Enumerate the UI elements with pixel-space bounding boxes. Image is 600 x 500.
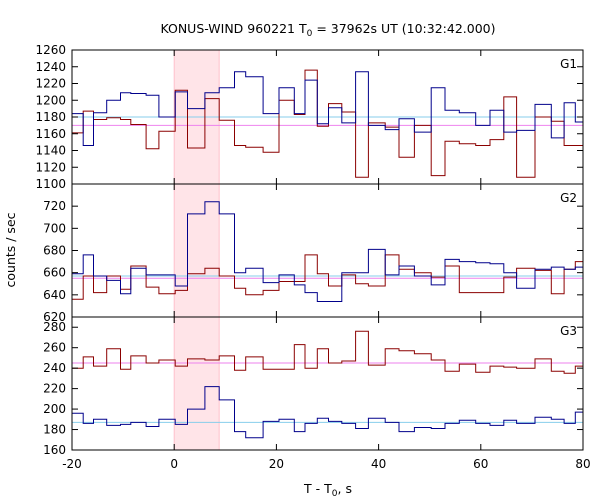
series-b-line — [72, 201, 583, 302]
y-tick-label: 1200 — [35, 93, 66, 107]
x-tick-label: 0 — [170, 457, 178, 471]
y-tick-label: 700 — [43, 221, 66, 235]
x-tick-label: -20 — [62, 457, 82, 471]
y-tick-label: 240 — [43, 361, 66, 375]
panel-g2: 620 640 660 680 700 720 G2 — [43, 183, 584, 324]
series-b-line — [72, 71, 583, 146]
y-tick-label: 1100 — [35, 177, 66, 191]
y-tick-label: 680 — [43, 244, 66, 258]
panel-label: G3 — [560, 324, 577, 338]
y-tick-label: 160 — [43, 443, 66, 457]
x-tick-label: 80 — [575, 457, 590, 471]
y-tick-label: 180 — [43, 423, 66, 437]
panel-label: G2 — [560, 191, 577, 205]
y-tick-label: 620 — [43, 310, 66, 324]
series-a-line — [72, 330, 583, 374]
y-tick-label: 660 — [43, 266, 66, 280]
series-b-line — [72, 386, 583, 439]
panels: 1100 1120 1140 1160 1180 1200 1220 1240 1260 G1 62… — [35, 43, 590, 471]
x-tick-label: 40 — [371, 457, 386, 471]
y-tick-label: 640 — [43, 288, 66, 302]
y-tick-label: 1240 — [35, 60, 66, 74]
panel-label: G1 — [560, 57, 577, 71]
y-tick-label: 1140 — [35, 144, 66, 158]
series-a-line — [72, 69, 583, 178]
y-tick-label: 1180 — [35, 110, 66, 124]
x-tick-label: 20 — [269, 457, 284, 471]
panel-g1: 1100 1120 1140 1160 1180 1200 1220 1240 1260 G1 — [35, 43, 584, 191]
y-axis-label: counts / sec — [3, 212, 18, 287]
y-tick-label: 200 — [43, 402, 66, 416]
y-tick-label: 1120 — [35, 160, 66, 174]
panel-g3: 160 180 200 220 240 260 280 G3 — [43, 316, 584, 457]
panel-frame — [71, 316, 584, 451]
chart-title: KONUS-WIND 960221 T0 = 37962s UT (10:32:… — [160, 21, 495, 39]
x-tick-label: 60 — [473, 457, 488, 471]
x-axis-label: T - T0, s — [303, 481, 352, 499]
y-tick-label: 1220 — [35, 77, 66, 91]
highlight-band — [174, 184, 220, 317]
highlight-band — [174, 317, 220, 450]
y-tick-label: 720 — [43, 199, 66, 213]
y-tick-label: 1160 — [35, 127, 66, 141]
panel-frame — [71, 183, 584, 318]
y-tick-label: 1260 — [35, 43, 66, 57]
y-tick-label: 260 — [43, 341, 66, 355]
y-tick-label: 220 — [43, 382, 66, 396]
y-tick-label: 280 — [43, 320, 66, 334]
series-a-line — [72, 254, 583, 300]
